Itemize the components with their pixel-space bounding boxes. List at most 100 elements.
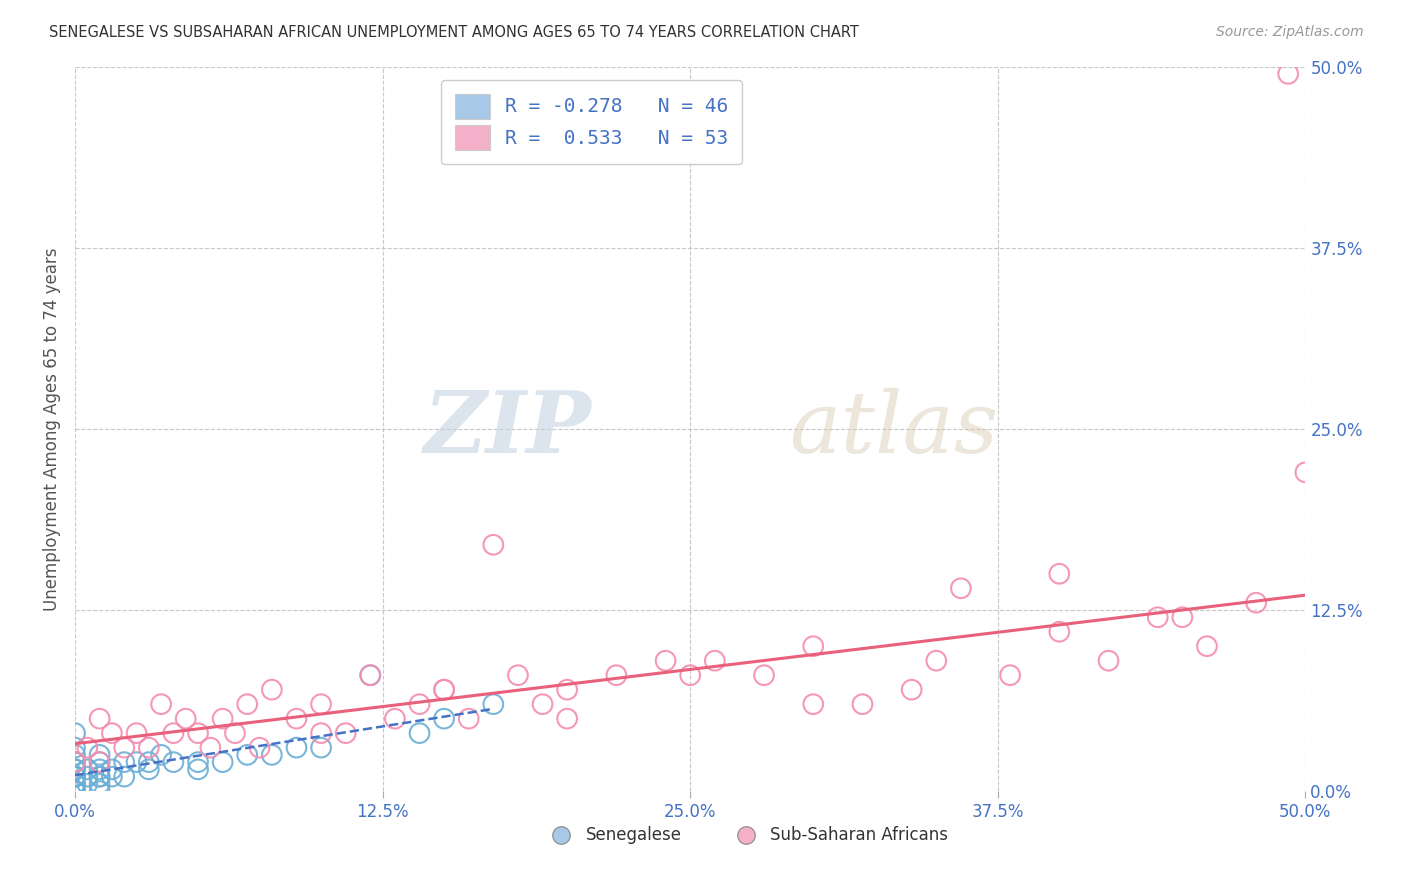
Y-axis label: Unemployment Among Ages 65 to 74 years: Unemployment Among Ages 65 to 74 years bbox=[44, 247, 60, 611]
Point bbox=[1047, 566, 1070, 581]
Point bbox=[63, 770, 86, 784]
Text: atlas: atlas bbox=[789, 387, 998, 470]
Point bbox=[285, 740, 308, 755]
Point bbox=[949, 581, 972, 595]
Point bbox=[63, 770, 86, 784]
Point bbox=[1294, 466, 1316, 480]
Point bbox=[703, 654, 725, 668]
Point bbox=[200, 740, 222, 755]
Text: Senegalese: Senegalese bbox=[586, 826, 682, 844]
Point bbox=[89, 777, 111, 791]
Point bbox=[654, 654, 676, 668]
Point bbox=[63, 755, 86, 769]
Point bbox=[384, 712, 406, 726]
Point bbox=[63, 770, 86, 784]
Point bbox=[482, 538, 505, 552]
Point bbox=[1171, 610, 1194, 624]
Point bbox=[555, 712, 578, 726]
Point bbox=[101, 726, 124, 740]
Point bbox=[63, 740, 86, 755]
Point bbox=[309, 740, 332, 755]
Point bbox=[89, 755, 111, 769]
Point bbox=[63, 770, 86, 784]
Point bbox=[1277, 67, 1299, 81]
Point bbox=[63, 763, 86, 777]
Point bbox=[150, 697, 173, 711]
Point bbox=[112, 770, 135, 784]
Point bbox=[335, 726, 357, 740]
Point bbox=[1097, 654, 1119, 668]
Point bbox=[309, 726, 332, 740]
Point bbox=[125, 726, 148, 740]
Point bbox=[63, 777, 86, 791]
Point bbox=[89, 770, 111, 784]
Point bbox=[174, 712, 197, 726]
Point bbox=[433, 712, 456, 726]
Point bbox=[63, 784, 86, 798]
Point bbox=[63, 763, 86, 777]
Point bbox=[187, 755, 209, 769]
Point bbox=[482, 697, 505, 711]
Point bbox=[101, 770, 124, 784]
Point bbox=[89, 747, 111, 762]
Point bbox=[408, 726, 430, 740]
Point bbox=[260, 682, 283, 697]
Point bbox=[162, 726, 184, 740]
Point bbox=[1195, 639, 1218, 653]
Point bbox=[506, 668, 529, 682]
Point bbox=[555, 682, 578, 697]
Point bbox=[801, 697, 824, 711]
Point bbox=[101, 763, 124, 777]
Point bbox=[359, 668, 381, 682]
Point bbox=[900, 682, 922, 697]
Point bbox=[89, 755, 111, 769]
Point bbox=[89, 784, 111, 798]
Point bbox=[433, 682, 456, 697]
Point bbox=[138, 740, 160, 755]
Point bbox=[925, 654, 948, 668]
Point bbox=[236, 697, 259, 711]
Point bbox=[851, 697, 873, 711]
Point bbox=[211, 712, 233, 726]
Point bbox=[605, 668, 627, 682]
Point bbox=[236, 747, 259, 762]
Point bbox=[89, 712, 111, 726]
Text: SENEGALESE VS SUBSAHARAN AFRICAN UNEMPLOYMENT AMONG AGES 65 TO 74 YEARS CORRELAT: SENEGALESE VS SUBSAHARAN AFRICAN UNEMPLO… bbox=[49, 25, 859, 40]
Point bbox=[433, 682, 456, 697]
Point bbox=[76, 777, 98, 791]
Point bbox=[76, 770, 98, 784]
Point bbox=[138, 755, 160, 769]
Point bbox=[359, 668, 381, 682]
Point bbox=[531, 697, 554, 711]
Point bbox=[125, 755, 148, 769]
Point bbox=[1047, 624, 1070, 639]
Point bbox=[801, 639, 824, 653]
Point bbox=[457, 712, 479, 726]
Point bbox=[89, 763, 111, 777]
Point bbox=[63, 777, 86, 791]
Text: Source: ZipAtlas.com: Source: ZipAtlas.com bbox=[1216, 25, 1364, 39]
Point bbox=[76, 740, 98, 755]
Point bbox=[1244, 596, 1267, 610]
Point bbox=[187, 726, 209, 740]
Point bbox=[285, 712, 308, 726]
Point bbox=[63, 747, 86, 762]
Text: ZIP: ZIP bbox=[423, 387, 592, 471]
Point bbox=[138, 763, 160, 777]
Point bbox=[150, 747, 173, 762]
Legend: R = -0.278   N = 46, R =  0.533   N = 53: R = -0.278 N = 46, R = 0.533 N = 53 bbox=[441, 80, 742, 164]
Point bbox=[309, 697, 332, 711]
Point bbox=[260, 747, 283, 762]
Point bbox=[211, 755, 233, 769]
Point bbox=[249, 740, 271, 755]
Text: Sub-Saharan Africans: Sub-Saharan Africans bbox=[770, 826, 948, 844]
Point bbox=[63, 726, 86, 740]
Point bbox=[1146, 610, 1168, 624]
Point bbox=[89, 770, 111, 784]
Point bbox=[162, 755, 184, 769]
Point bbox=[112, 755, 135, 769]
Point bbox=[187, 763, 209, 777]
Point bbox=[224, 726, 246, 740]
Point bbox=[679, 668, 702, 682]
Point bbox=[998, 668, 1021, 682]
